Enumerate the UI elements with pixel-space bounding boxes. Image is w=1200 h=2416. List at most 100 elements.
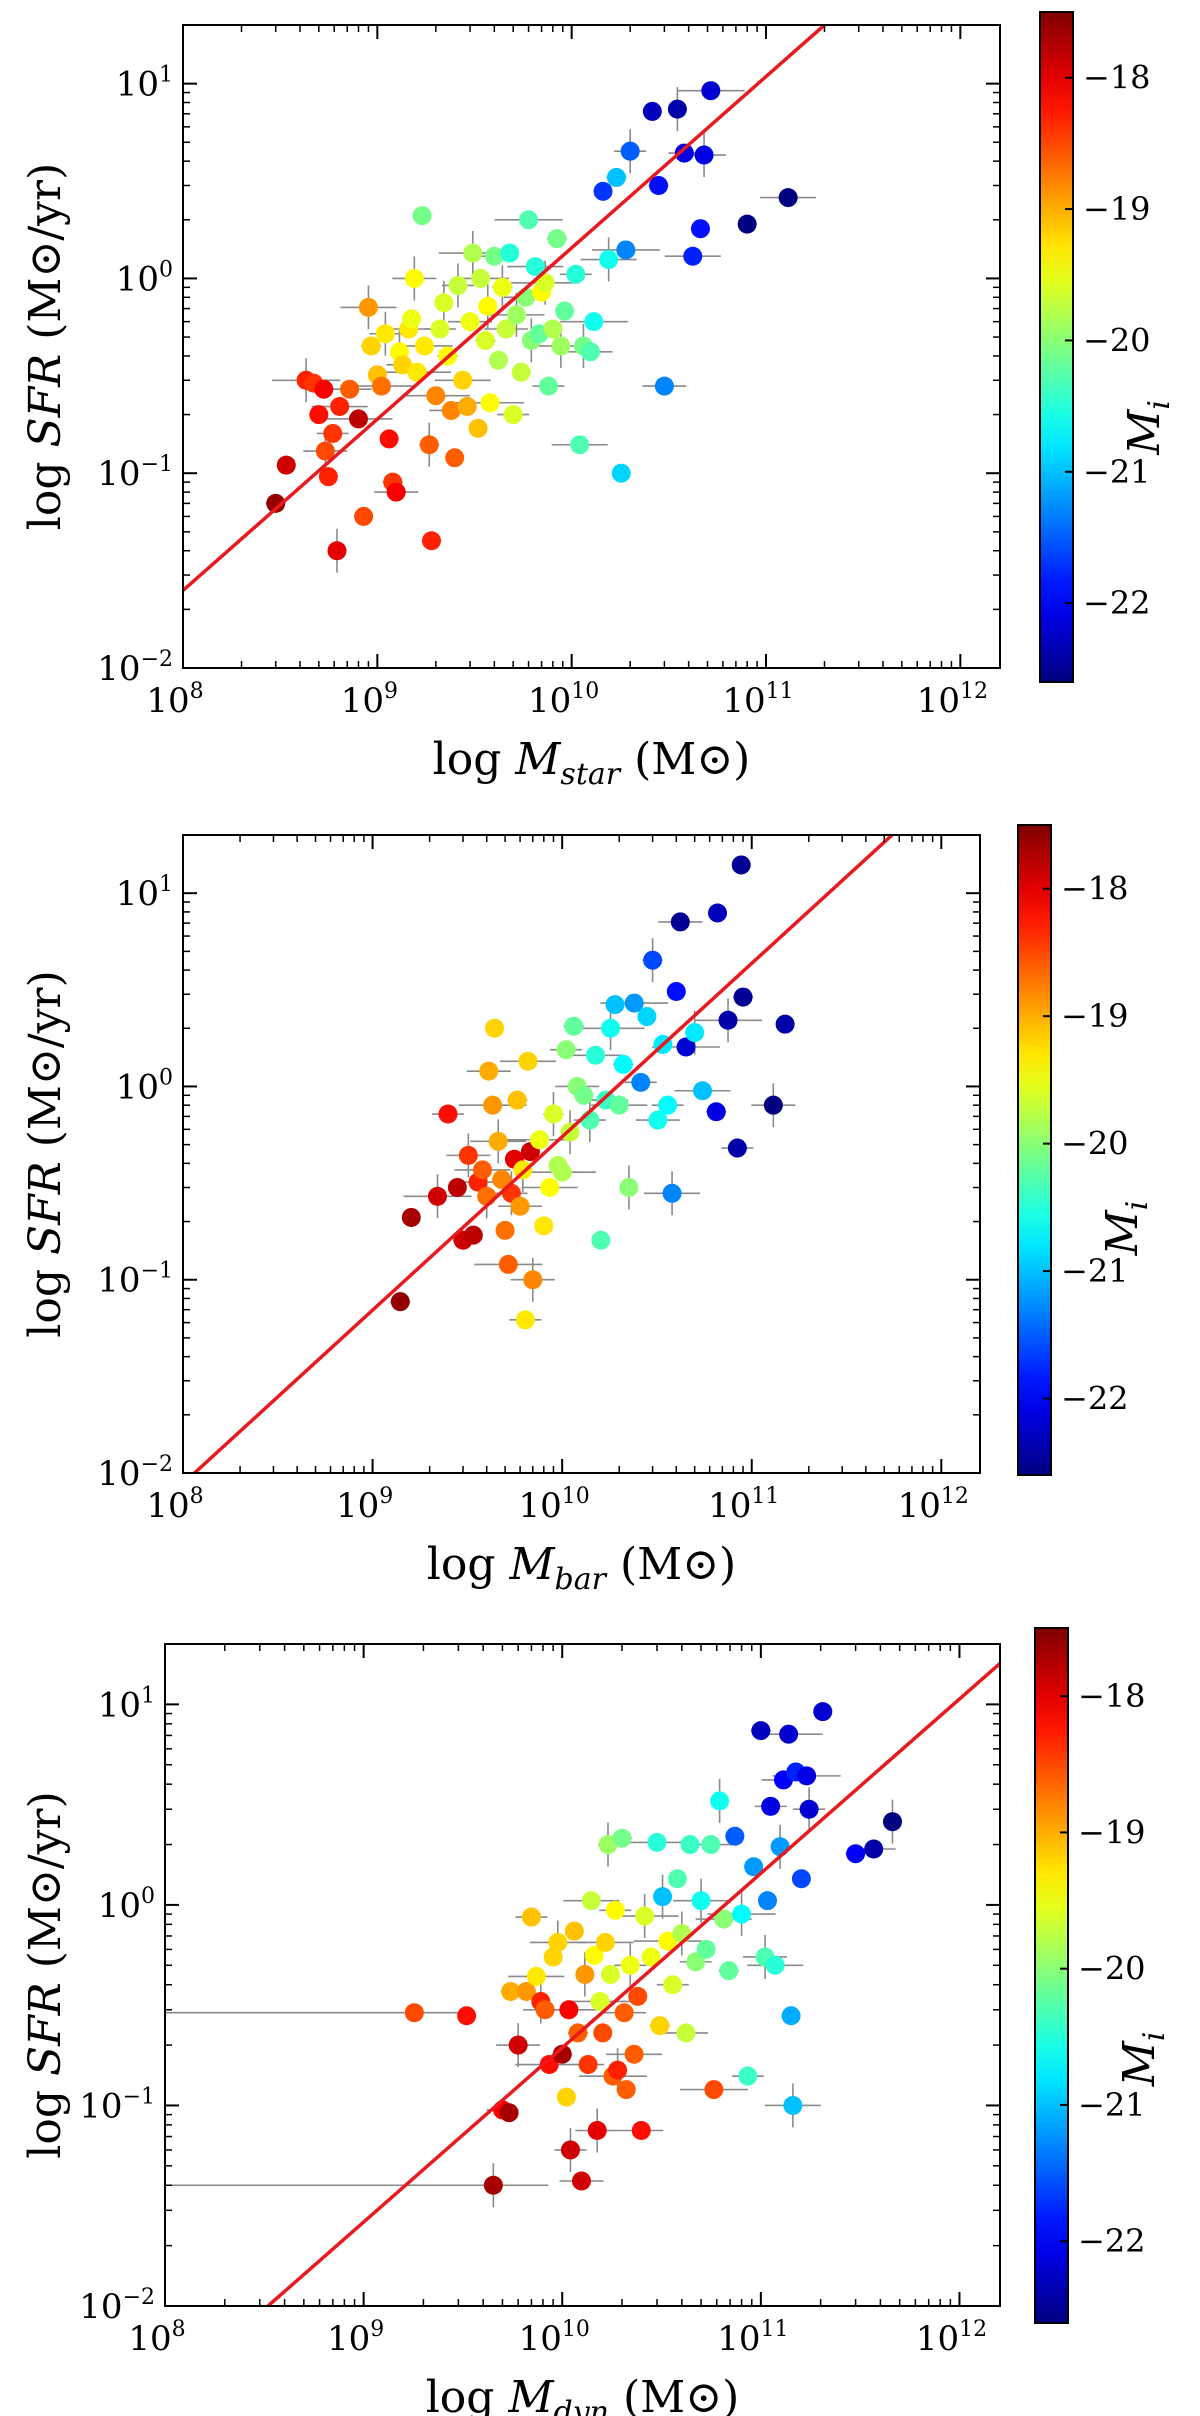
data-point [500, 243, 520, 263]
colorbar-tick-label: −18 [1061, 870, 1129, 908]
data-point [686, 1952, 706, 1972]
data-point [463, 1225, 483, 1245]
data-point [586, 1045, 606, 1065]
data-point [590, 1991, 610, 2011]
data-point [266, 493, 286, 513]
data-point [611, 463, 631, 483]
data-point [458, 1145, 478, 1165]
fit-line [266, 1662, 1000, 2306]
data-point [441, 400, 461, 420]
y-tick-label: 10−2 [97, 647, 173, 689]
data-point [676, 2023, 696, 2043]
data-point [662, 1183, 682, 1203]
data-point [556, 2087, 576, 2107]
x-tick-label: 1010 [528, 679, 599, 721]
y-tick-label: 10−1 [97, 1259, 173, 1301]
data-point [593, 181, 613, 201]
colorbar-tick-label: −19 [1078, 1813, 1146, 1851]
data-point [616, 240, 636, 260]
data-point [415, 336, 435, 356]
data-point [393, 355, 413, 375]
data-point [445, 448, 465, 468]
data-point [551, 336, 571, 356]
data-point [570, 435, 590, 455]
data-point [631, 1072, 651, 1092]
data-point [813, 1702, 833, 1722]
x-axis-label: log Mstar (M⊙) [433, 734, 751, 792]
data-point [571, 2171, 591, 2191]
data-point [525, 257, 545, 277]
data-point [407, 362, 427, 382]
data-point [599, 250, 619, 270]
data-point [506, 305, 526, 325]
data-point [619, 1178, 639, 1198]
x-tick-label: 108 [128, 2317, 185, 2359]
data-point [637, 1007, 657, 1027]
data-point [401, 1207, 421, 1227]
data-point [609, 1095, 629, 1115]
data-point [539, 2055, 559, 2075]
data-point [354, 506, 374, 526]
data-point [658, 1931, 678, 1951]
data-point [578, 2055, 598, 2075]
colorbar-tick-label: −21 [1061, 1252, 1129, 1290]
data-point [580, 342, 600, 362]
data-point [620, 1955, 640, 1975]
data-point [725, 1826, 745, 1846]
data-point [566, 264, 586, 284]
colorbar-frame [1017, 824, 1052, 1476]
data-point [475, 331, 495, 351]
data-point [642, 101, 662, 121]
data-point [492, 1170, 512, 1190]
data-layer [183, 25, 826, 592]
data-point [628, 1986, 648, 2006]
data-point [496, 319, 516, 339]
plot-area [183, 835, 980, 1473]
data-point [765, 1955, 785, 1975]
data-point [438, 1104, 458, 1124]
data-point [653, 1887, 673, 1907]
data-point [690, 219, 710, 239]
data-point [457, 397, 477, 417]
panel-mstar: 108 109 1010 1011 1012 10−2 10−1 100 101 log Msta… [20, 11, 1177, 792]
y-tick-label: 10−1 [97, 452, 173, 494]
x-tick-label: 1012 [898, 1484, 969, 1526]
data-point [472, 1160, 492, 1180]
y-tick-label: 100 [98, 1884, 155, 1926]
colorbar-tick-label: −18 [1078, 1677, 1146, 1715]
data-point [330, 397, 350, 417]
x-tick-label: 1012 [917, 679, 988, 721]
x-axis-label: log Mbar (M⊙) [427, 1539, 736, 1597]
data-point [663, 1975, 683, 1995]
data-point [483, 2175, 503, 2195]
data-point [672, 1924, 692, 1944]
y-tick-label: 100 [116, 257, 173, 299]
data-point [783, 2095, 803, 2115]
x-tick-label: 109 [341, 679, 398, 721]
data-point [667, 99, 687, 119]
data-point [685, 1023, 705, 1043]
data-point [404, 268, 424, 288]
data-point [775, 1014, 795, 1034]
data-point [276, 455, 296, 475]
data-point [419, 435, 439, 455]
data-point [547, 229, 567, 249]
data-point [683, 246, 703, 266]
data-point [701, 81, 721, 101]
y-tick-label: 10−2 [97, 1452, 173, 1494]
data-point [513, 1160, 533, 1180]
data-point [654, 376, 674, 396]
y-axis-label: log SFR (M⊙/yr) [20, 970, 71, 1337]
x-tick-label: 109 [327, 2317, 384, 2359]
data-point [670, 912, 690, 932]
fit-line [183, 25, 826, 592]
data-point [477, 1186, 497, 1206]
data-point [608, 2060, 628, 2080]
data-point [587, 2121, 607, 2141]
data-point [650, 2016, 670, 2036]
data-point [534, 1216, 554, 1236]
data-point [457, 2006, 477, 2026]
data-point [584, 1945, 604, 1965]
data-point [691, 1891, 711, 1911]
